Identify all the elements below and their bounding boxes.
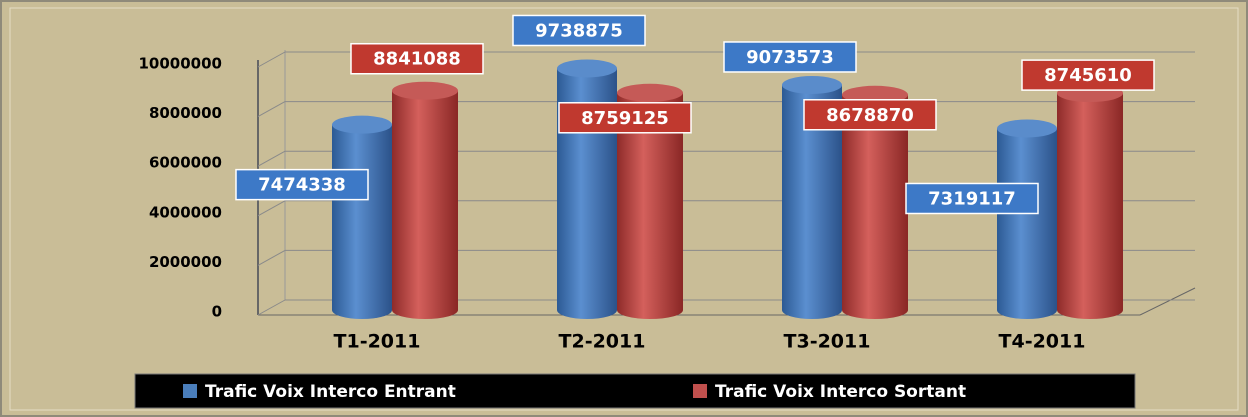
grid-line-side: [257, 51, 286, 68]
grid-line-side: [257, 249, 286, 266]
bar-top: [332, 115, 392, 134]
bar-base: [392, 301, 458, 319]
data-label-box: [723, 41, 857, 73]
data-label: 8841088: [373, 49, 461, 70]
y-tick-label: 6000000: [149, 154, 222, 172]
bar-base: [617, 301, 683, 319]
grid-line-side: [257, 299, 286, 316]
data-label: 9738875: [535, 20, 623, 41]
y-tick-label: 10000000: [139, 55, 223, 73]
y-tick-label: 0: [212, 303, 222, 321]
legend-swatch: [183, 384, 197, 398]
bar: [842, 94, 908, 310]
data-label-box: [235, 168, 369, 201]
bar: [1057, 93, 1123, 310]
data-label-box: [1021, 59, 1155, 91]
data-label: 8759125: [581, 108, 669, 129]
x-tick-label: T2-2011: [559, 331, 646, 353]
data-label-box: [803, 99, 937, 131]
bar-base: [997, 301, 1057, 319]
bar: [392, 90, 458, 310]
legend-label: Trafic Voix Interco Entrant: [205, 382, 456, 402]
bar: [997, 128, 1057, 310]
grid-line-side: [257, 150, 286, 167]
bar-base: [557, 301, 617, 319]
grid-line-side: [257, 101, 286, 118]
grid-line-side: [257, 200, 286, 217]
floor-side: [1139, 287, 1196, 316]
data-label-box: [558, 102, 692, 134]
bar-top: [392, 81, 458, 100]
data-label: 7474338: [258, 175, 346, 196]
x-tick-label: T4-2011: [999, 331, 1086, 353]
data-label-box: [512, 14, 646, 47]
data-label: 9073573: [746, 47, 834, 68]
x-tick-label: T1-2011: [334, 331, 421, 353]
data-label: 7319117: [928, 188, 1016, 209]
legend: [134, 373, 1136, 409]
bar-top: [557, 59, 617, 78]
legend-label: Trafic Voix Interco Sortant: [715, 382, 966, 402]
bar-top: [997, 119, 1057, 138]
data-label-box: [905, 182, 1039, 215]
data-label: 8745610: [1044, 65, 1132, 86]
bar-base: [782, 301, 842, 319]
y-tick-label: 4000000: [149, 203, 222, 221]
bar: [332, 124, 392, 311]
x-tick-label: T3-2011: [784, 331, 871, 353]
bar-top: [782, 75, 842, 94]
data-label-box: [350, 42, 484, 75]
bar-top: [617, 83, 683, 102]
bar-base: [1057, 301, 1123, 319]
y-tick-label: 2000000: [149, 253, 222, 271]
bar-base: [332, 301, 392, 319]
bar-base: [842, 301, 908, 319]
y-tick-label: 8000000: [149, 104, 222, 122]
data-label: 8678870: [826, 105, 914, 126]
plot-frame: [9, 7, 1239, 411]
legend-swatch: [693, 384, 707, 398]
